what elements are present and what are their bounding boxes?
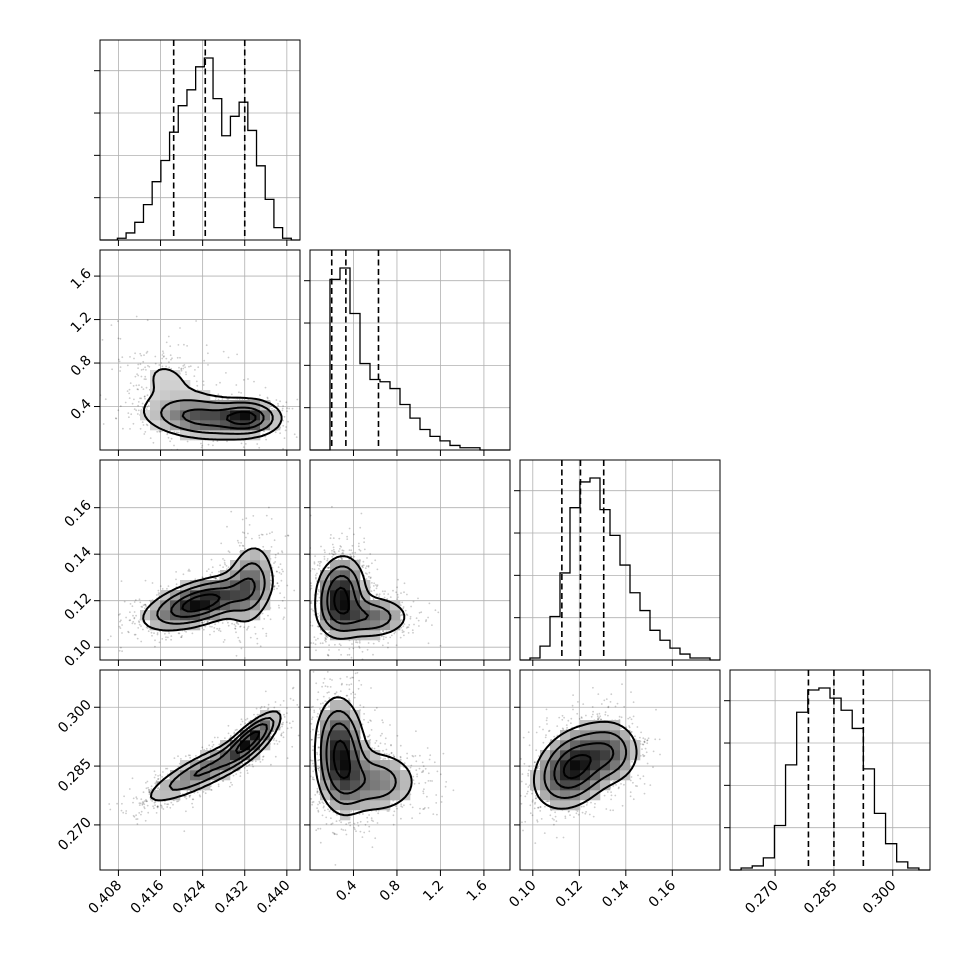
ytick-label-2-0: 0.10 [61, 637, 94, 670]
panel-content-3-0 [108, 686, 300, 833]
hist-line-3 [730, 687, 930, 871]
panel-frame-3-0 [99, 669, 301, 871]
xtick-label-2-2: 0.14 [599, 877, 632, 910]
panel-frame-3-2 [519, 669, 721, 871]
contour-2-0-3 [142, 547, 274, 632]
contour-2-1-1 [326, 574, 369, 625]
panel-2-1 [304, 459, 511, 666]
xtick-label-2-1: 0.12 [553, 878, 586, 911]
hist-frame-2 [519, 459, 721, 661]
contour-3-0-3 [149, 710, 282, 802]
panel-content-3-1 [310, 671, 455, 866]
panel-content-1-0 [100, 315, 299, 450]
contour-2-1-3 [314, 555, 406, 640]
contour-3-2-2 [543, 731, 628, 799]
panel-3-2 [514, 669, 721, 876]
density-shading-3-1 [320, 700, 411, 821]
ytick-label-1-0: 0.4 [68, 396, 95, 423]
contour-3-0-0 [235, 730, 261, 755]
contour-3-0-1 [193, 723, 268, 777]
contour-3-1-1 [325, 722, 366, 795]
contour-1-0-3 [142, 368, 283, 441]
contour-3-2-3 [532, 720, 638, 810]
contour-3-1-2 [319, 710, 397, 806]
panel-frame-1-0 [99, 249, 301, 451]
hist-panel-1 [304, 249, 511, 456]
contour-2-0-1 [170, 577, 256, 618]
panel-frame-2-1 [309, 459, 511, 661]
hist-line-1 [310, 267, 510, 451]
panel-1-0 [94, 249, 301, 456]
panel-content-2-0 [107, 506, 300, 659]
ytick-label-1-2: 1.2 [68, 309, 95, 336]
xtick-label-2-3: 0.16 [646, 877, 679, 910]
hist-frame-1 [309, 249, 511, 451]
hist-frame-0 [99, 39, 301, 241]
panel-frame-2-0 [99, 459, 301, 661]
contour-2-1-2 [320, 565, 392, 632]
ytick-label-3-0: 0.270 [55, 814, 95, 854]
xtick-label-0-2: 0.424 [170, 877, 210, 917]
contour-1-0-2 [160, 399, 274, 435]
xtick-label-3-1: 0.285 [801, 878, 841, 918]
xtick-label-0-0: 0.408 [86, 878, 126, 918]
panel-3-0 [94, 669, 301, 876]
contour-1-0-1 [181, 406, 265, 430]
contour-3-2-0 [562, 754, 592, 780]
contour-2-0-0 [181, 593, 221, 613]
ytick-label-2-1: 0.12 [61, 590, 94, 623]
ytick-label-1-3: 1.6 [68, 266, 95, 293]
ytick-label-3-1: 0.285 [55, 756, 95, 796]
xtick-label-1-1: 0.8 [377, 878, 404, 905]
hist-line-2 [520, 477, 720, 661]
ytick-label-2-2: 0.14 [61, 544, 94, 577]
hist-panel-3 [724, 669, 931, 876]
hist-panel-0 [94, 39, 301, 246]
panel-content-3-2 [520, 683, 661, 844]
contour-2-0-2 [156, 562, 266, 625]
xtick-label-1-3: 1.6 [464, 877, 491, 904]
ytick-label-3-2: 0.300 [55, 697, 95, 737]
xtick-label-0-4: 0.440 [254, 878, 294, 918]
ytick-label-2-3: 0.16 [61, 497, 94, 530]
xtick-label-3-2: 0.300 [860, 878, 900, 918]
ytick-label-1-1: 0.8 [68, 353, 95, 380]
xtick-label-1-2: 1.2 [420, 878, 447, 905]
panel-2-0 [94, 459, 301, 666]
hist-panel-2 [514, 459, 721, 666]
panel-3-1 [304, 669, 511, 876]
contour-1-0-0 [226, 410, 257, 426]
hist-line-0 [100, 57, 300, 241]
contour-2-1-0 [333, 586, 350, 615]
hist-frame-3 [729, 669, 931, 871]
xtick-label-0-1: 0.416 [128, 877, 168, 917]
contour-3-2-1 [553, 742, 615, 789]
xtick-label-2-0: 0.10 [506, 878, 539, 911]
contour-3-0-2 [168, 717, 275, 791]
panel-content-2-1 [310, 505, 442, 660]
contour-3-1-0 [332, 739, 352, 780]
contour-3-1-3 [313, 696, 413, 817]
xtick-label-0-3: 0.432 [212, 878, 252, 918]
panel-frame-3-1 [309, 669, 511, 871]
xtick-label-3-0: 0.270 [742, 878, 782, 918]
xtick-label-1-0: 0.4 [333, 877, 360, 904]
